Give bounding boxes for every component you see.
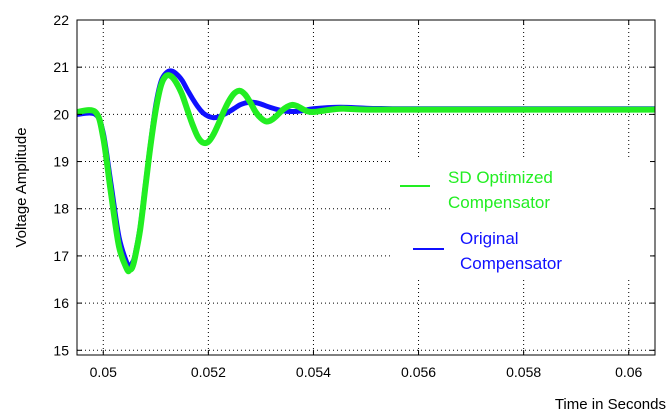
y-tick-label: 21 xyxy=(53,59,69,75)
x-tick-label: 0.05 xyxy=(90,364,117,380)
plot-area-frame xyxy=(76,19,656,356)
x-axis-tick-labels: 0.05 0.052 0.054 0.056 0.058 0.06 xyxy=(90,364,643,380)
x-axis-label: Time in Seconds xyxy=(555,396,666,413)
x-tick-label: 0.058 xyxy=(506,364,541,380)
legend-background xyxy=(392,160,650,280)
y-axis-tick-labels: 15 16 17 18 19 20 21 22 xyxy=(53,12,69,358)
legend: SD Optimized Compensator Original Compensat… xyxy=(392,160,650,280)
y-tick-label: 15 xyxy=(53,342,69,358)
legend-label: Compensator xyxy=(460,254,562,273)
legend-label: Original xyxy=(460,229,519,248)
y-tick-label: 19 xyxy=(53,154,69,170)
x-tick-label: 0.056 xyxy=(401,364,436,380)
y-tick-label: 20 xyxy=(53,106,69,122)
series-line-sd-optimized-compensator xyxy=(77,72,655,275)
x-tick-label: 0.06 xyxy=(615,364,642,380)
legend-label: SD Optimized xyxy=(448,168,553,187)
y-tick-label: 17 xyxy=(53,248,69,264)
series-layer xyxy=(77,68,655,275)
y-tick-label: 16 xyxy=(53,295,69,311)
y-tick-label: 22 xyxy=(53,12,69,28)
y-tick-label: 18 xyxy=(53,201,69,217)
x-tick-label: 0.054 xyxy=(296,364,331,380)
legend-label: Compensator xyxy=(448,193,550,212)
x-tick-label: 0.052 xyxy=(191,364,226,380)
y-axis-label: Voltage Amplitude xyxy=(13,127,30,247)
tick-marks xyxy=(77,19,655,355)
